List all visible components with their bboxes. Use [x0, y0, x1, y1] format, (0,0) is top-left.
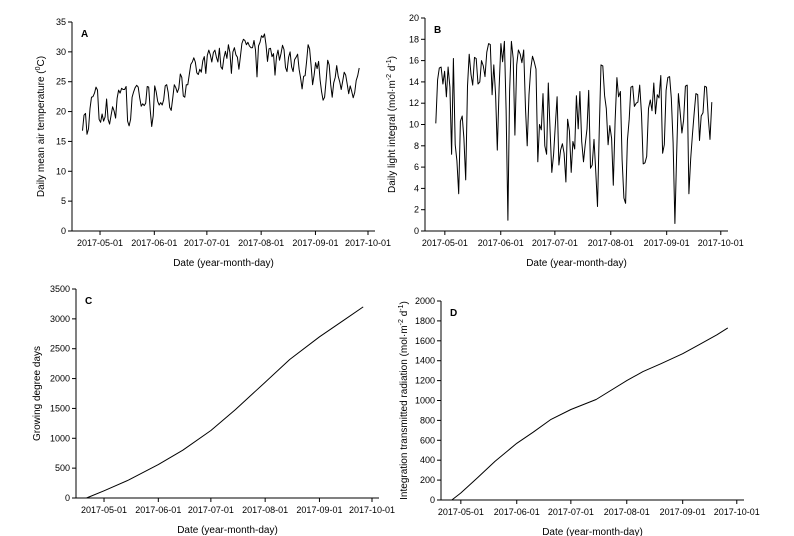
x-tick-label: 2017-09-01 [296, 505, 342, 515]
x-tick-label: 2017-07-01 [184, 238, 230, 248]
y-axis-label: Daily mean air temperature (0C) [35, 56, 47, 197]
x-tick-label: 2017-10-01 [345, 238, 391, 248]
y-tick-label: 10 [409, 120, 419, 130]
y-tick-label: 1000 [50, 433, 70, 443]
panel-label: C [85, 296, 92, 307]
series-line [82, 33, 360, 135]
y-tick-label: 3500 [50, 284, 70, 294]
x-tick-label: 2017-10-01 [349, 505, 395, 515]
y-tick-label: 1600 [415, 336, 435, 346]
x-tick-label: 2017-05-01 [77, 238, 123, 248]
panel-label: D [450, 308, 457, 319]
x-tick-label: 2017-06-01 [131, 238, 177, 248]
x-axis-label: Date (year-month-day) [526, 258, 627, 269]
y-tick-label: 35 [56, 17, 66, 27]
y-tick-label: 30 [56, 47, 66, 57]
y-tick-label: 1000 [415, 396, 435, 406]
chart-panel-b: 0 2 4 6 8 10 12 14 16 18 20 2017-05-01 2017-06-01 201… [386, 13, 744, 269]
series-line [451, 327, 729, 501]
x-tick-label: 2017-05-01 [422, 238, 468, 248]
series-line [435, 40, 713, 224]
y-tick-label: 1500 [50, 403, 70, 413]
y-tick-label: 1400 [415, 356, 435, 366]
x-tick-label: 2017-06-01 [135, 505, 181, 515]
x-tick-label: 2017-07-01 [532, 238, 578, 248]
y-tick-label: 14 [409, 77, 419, 87]
x-axis-label: Date (year-month-day) [542, 527, 643, 536]
x-tick-label: 2017-05-01 [438, 507, 484, 517]
y-axis-label: Integration transmitted radiation (mol·m… [398, 301, 410, 500]
y-tick-label: 0 [65, 493, 70, 503]
x-tick-label: 2017-10-01 [714, 507, 760, 517]
chart-panel-a: 0 5 10 15 20 25 30 35 2017-05-01 2017-06-01 2017-0… [35, 17, 391, 269]
x-axis-label: Date (year-month-day) [177, 525, 278, 536]
y-tick-label: 4 [414, 183, 419, 193]
y-tick-label: 6 [414, 162, 419, 172]
y-tick-label: 800 [420, 415, 435, 425]
y-tick-label: 25 [56, 77, 66, 87]
chart-panel-d: 0 200 400 600 800 1000 1200 1400 1600 1800 2000 201… [398, 296, 760, 536]
x-tick-label: 2017-07-01 [548, 507, 594, 517]
x-tick-label: 2017-08-01 [242, 505, 288, 515]
x-tick-label: 2017-09-01 [660, 507, 706, 517]
y-tick-label: 12 [409, 98, 419, 108]
y-axis-label: Daily light integral (mol·m-2 d-1) [386, 56, 398, 193]
y-tick-label: 2500 [50, 344, 70, 354]
x-axis-label: Date (year-month-day) [173, 258, 274, 269]
y-tick-label: 10 [56, 166, 66, 176]
y-tick-label: 600 [420, 435, 435, 445]
y-tick-label: 18 [409, 34, 419, 44]
x-tick-label: 2017-06-01 [478, 238, 524, 248]
y-tick-label: 0 [414, 226, 419, 236]
panel-label: B [434, 25, 441, 36]
y-tick-label: 1800 [415, 316, 435, 326]
y-tick-label: 5 [61, 196, 66, 206]
x-tick-label: 2017-10-01 [698, 238, 744, 248]
x-tick-label: 2017-08-01 [588, 238, 634, 248]
y-tick-label: 200 [420, 475, 435, 485]
y-axis-label: Growing degree days [32, 346, 43, 441]
x-tick-label: 2017-09-01 [292, 238, 338, 248]
y-tick-label: 2 [414, 205, 419, 215]
y-tick-label: 0 [61, 226, 66, 236]
series-line [86, 306, 364, 499]
y-tick-label: 2000 [415, 296, 435, 306]
x-tick-label: 2017-06-01 [494, 507, 540, 517]
y-tick-label: 8 [414, 141, 419, 151]
x-tick-label: 2017-08-01 [604, 507, 650, 517]
y-tick-label: 400 [420, 455, 435, 465]
y-tick-label: 0 [430, 495, 435, 505]
y-tick-label: 20 [409, 13, 419, 23]
chart-panel-c: 0 500 1000 1500 2000 2500 3000 3500 2017-05-01 20… [32, 284, 395, 536]
panel-label: A [81, 29, 88, 40]
y-tick-label: 1200 [415, 376, 435, 386]
y-tick-label: 16 [409, 56, 419, 66]
x-tick-label: 2017-09-01 [644, 238, 690, 248]
y-tick-label: 20 [56, 107, 66, 117]
x-tick-label: 2017-05-01 [81, 505, 127, 515]
y-tick-label: 3000 [50, 314, 70, 324]
x-tick-label: 2017-08-01 [238, 238, 284, 248]
y-tick-label: 500 [55, 463, 70, 473]
y-tick-label: 15 [56, 136, 66, 146]
y-tick-label: 2000 [50, 374, 70, 384]
x-tick-label: 2017-07-01 [188, 505, 234, 515]
